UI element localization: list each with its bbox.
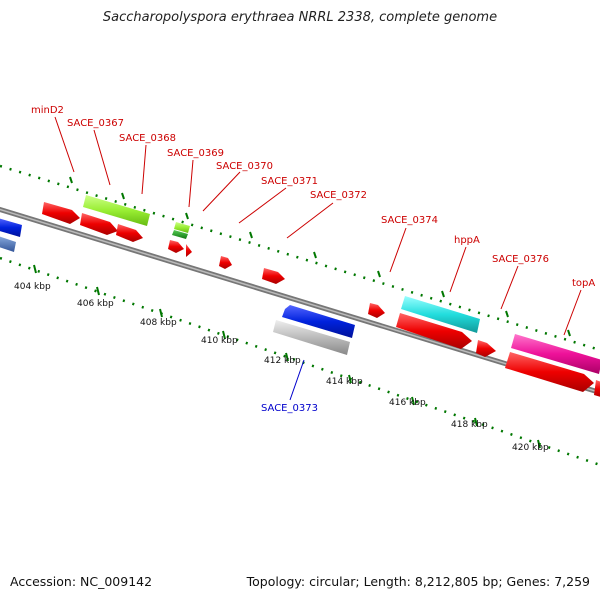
gene-feature[interactable]: [42, 202, 80, 224]
gene-feature[interactable]: [401, 296, 480, 333]
scale-label: 408 kbp: [140, 318, 177, 328]
accession-text: Accession: NC_009142: [10, 574, 153, 589]
gene-feature[interactable]: [116, 224, 143, 242]
gene-feature[interactable]: [0, 218, 22, 237]
gene-label-topA: topA: [572, 278, 595, 289]
map-title: Saccharopolyspora erythraea NRRL 2338, c…: [102, 10, 498, 25]
upper-tick-track: [0, 164, 600, 352]
gene-feature[interactable]: [174, 222, 190, 233]
gene-features[interactable]: [0, 195, 600, 398]
genome-backbone: [0, 206, 600, 396]
gene-feature[interactable]: [172, 230, 188, 239]
gene-label-hppA: hppA: [454, 235, 480, 246]
gene-feature[interactable]: [511, 334, 600, 374]
gene-feature[interactable]: [0, 236, 16, 252]
gene-labels: minD2 SACE_0367 SACE_0368 SACE_0369 SACE…: [31, 105, 595, 414]
gene-label-sace-0368: SACE_0368: [119, 133, 176, 144]
gene-feature[interactable]: [282, 305, 355, 338]
scale-label: 404 kbp: [14, 282, 51, 292]
scale-label: 414 kbp: [326, 377, 363, 387]
gene-label-sace-0372: SACE_0372: [310, 190, 367, 201]
gene-feature[interactable]: [476, 340, 496, 357]
gene-feature[interactable]: [219, 256, 232, 269]
gene-feature[interactable]: [83, 195, 150, 226]
lower-tick-track: [0, 256, 600, 467]
scale-label: 412 kbp: [264, 356, 301, 366]
scale-label: 420 kbp: [512, 443, 549, 453]
gene-label-sace-0371: SACE_0371: [261, 176, 318, 187]
gene-label-sace-0373: SACE_0373: [261, 403, 318, 414]
gene-label-sace-0376: SACE_0376: [492, 254, 549, 265]
gene-feature[interactable]: [505, 352, 594, 392]
gene-feature[interactable]: [80, 213, 118, 235]
label-leaders: [54, 116, 582, 401]
genome-summary-text: Topology: circular; Length: 8,212,805 bp…: [246, 574, 590, 589]
scale-label: 418 kbp: [451, 420, 488, 430]
gene-label-minD2: minD2: [31, 105, 64, 116]
gene-feature[interactable]: [168, 240, 184, 253]
gene-feature[interactable]: [594, 380, 600, 398]
gene-label-sace-0369: SACE_0369: [167, 148, 224, 159]
gene-feature[interactable]: [396, 313, 472, 349]
gene-label-sace-0370: SACE_0370: [216, 161, 273, 172]
gene-feature[interactable]: [368, 303, 385, 318]
scale-label: 410 kbp: [201, 336, 238, 346]
gene-label-sace-0374: SACE_0374: [381, 215, 438, 226]
scale-label: 406 kbp: [77, 299, 114, 309]
scale-labels: 404 kbp 406 kbp 408 kbp 410 kbp 412 kbp …: [14, 282, 549, 453]
gene-label-sace-0367: SACE_0367: [67, 118, 124, 129]
gene-feature[interactable]: [262, 268, 285, 284]
gene-feature[interactable]: [186, 244, 192, 257]
scale-label: 416 kbp: [389, 398, 426, 408]
gene-feature[interactable]: [273, 320, 350, 355]
